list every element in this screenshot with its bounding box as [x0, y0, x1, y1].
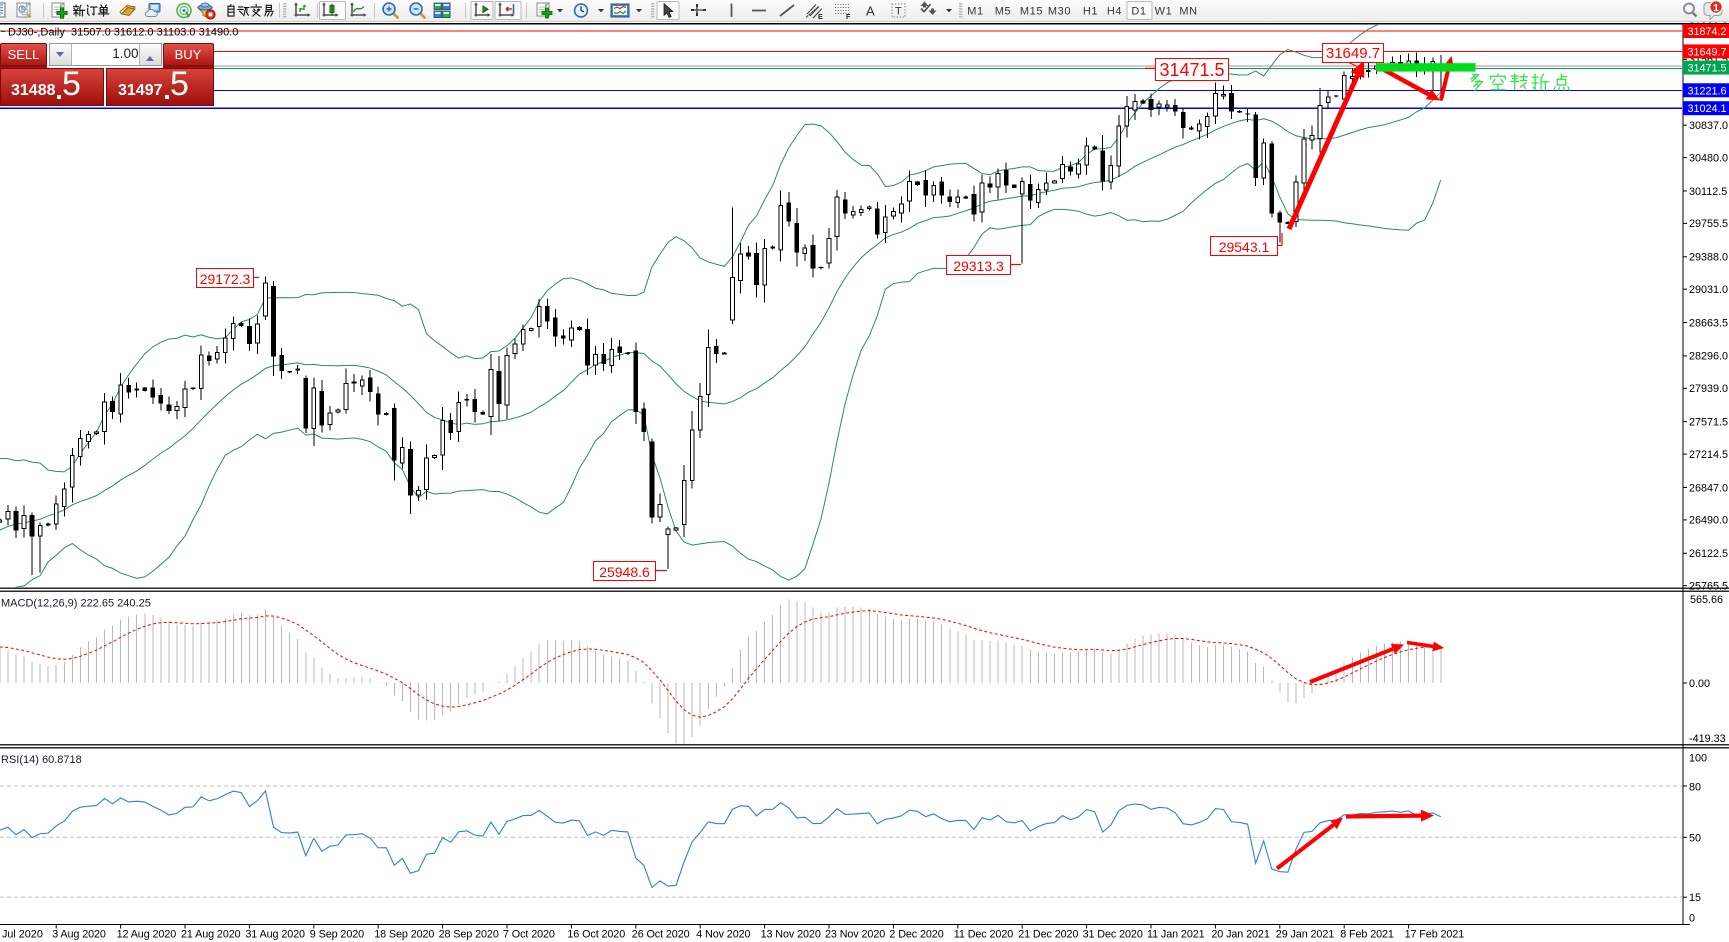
svg-text:31649.7: 31649.7	[1688, 46, 1727, 58]
svg-text:28663.5: 28663.5	[1689, 317, 1728, 329]
svg-text:15: 15	[1689, 892, 1701, 904]
svg-text:28296.0: 28296.0	[1689, 351, 1728, 363]
svg-text:2 Dec 2020: 2 Dec 2020	[889, 929, 943, 941]
svg-text:23 Nov 2020: 23 Nov 2020	[825, 929, 885, 941]
svg-text:DJ30-,Daily 31507.0 31612.0 3: DJ30-,Daily 31507.0 31612.0 31103.0 3149…	[8, 26, 238, 38]
svg-text:21 Dec 2020: 21 Dec 2020	[1018, 929, 1078, 941]
svg-text:27571.5: 27571.5	[1689, 417, 1728, 429]
svg-text:T: T	[895, 6, 902, 18]
svg-text:18 Sep 2020: 18 Sep 2020	[374, 929, 434, 941]
svg-text:9 Sep 2020: 9 Sep 2020	[310, 929, 364, 941]
svg-text:26 Oct 2020: 26 Oct 2020	[632, 929, 690, 941]
svg-text:11 Jan 2021: 11 Jan 2021	[1147, 929, 1205, 941]
svg-text:16 Oct 2020: 16 Oct 2020	[567, 929, 625, 941]
svg-text:29755.5: 29755.5	[1689, 218, 1728, 230]
svg-text:31471.5: 31471.5	[1688, 63, 1727, 75]
svg-text:31 Dec 2020: 31 Dec 2020	[1083, 929, 1143, 941]
svg-text:0: 0	[1689, 913, 1695, 925]
svg-text:30837.0: 30837.0	[1689, 120, 1728, 132]
svg-text:20 Jan 2021: 20 Jan 2021	[1211, 929, 1269, 941]
svg-text:H1: H1	[1083, 6, 1098, 18]
svg-text:31561.5: 31561.5	[1689, 54, 1728, 66]
svg-text:27939.0: 27939.0	[1689, 383, 1728, 395]
svg-text:RSI(14) 60.8718: RSI(14) 60.8718	[1, 754, 82, 766]
svg-text:MACD(12,26,9) 222.65 240.25: MACD(12,26,9) 222.65 240.25	[1, 597, 151, 609]
svg-text:28 Sep 2020: 28 Sep 2020	[439, 929, 499, 941]
svg-text:29 Jan 2021: 29 Jan 2021	[1276, 929, 1334, 941]
svg-text:1: 1	[1713, 2, 1719, 14]
svg-text:Jul 2020: Jul 2020	[2, 929, 43, 941]
svg-text:29031.0: 29031.0	[1689, 284, 1728, 296]
svg-text:F: F	[846, 14, 851, 21]
svg-text:A: A	[866, 4, 875, 19]
svg-text:31024.1: 31024.1	[1688, 103, 1727, 115]
svg-text:25765.5: 25765.5	[1689, 580, 1728, 592]
svg-text:30480.0: 30480.0	[1689, 152, 1728, 164]
svg-text:565.66: 565.66	[1690, 594, 1723, 606]
svg-text:M15: M15	[1020, 6, 1043, 18]
svg-text:M5: M5	[995, 6, 1011, 18]
svg-text:31221.6: 31221.6	[1688, 85, 1727, 97]
svg-text:31 Aug 2020: 31 Aug 2020	[245, 929, 305, 941]
svg-text:30112.5: 30112.5	[1689, 186, 1727, 198]
svg-text:26847.0: 26847.0	[1689, 482, 1728, 494]
svg-text:W1: W1	[1155, 6, 1173, 18]
svg-text:8 Feb 2021: 8 Feb 2021	[1340, 929, 1394, 941]
svg-text:M30: M30	[1048, 6, 1071, 18]
svg-text:26122.5: 26122.5	[1689, 548, 1728, 560]
svg-text:21 Aug 2020: 21 Aug 2020	[181, 929, 241, 941]
svg-text:D1: D1	[1131, 6, 1146, 18]
svg-text:0.00: 0.00	[1689, 678, 1710, 690]
svg-text:17 Feb 2021: 17 Feb 2021	[1405, 929, 1465, 941]
svg-text:26490.0: 26490.0	[1689, 515, 1728, 527]
svg-text:100: 100	[1689, 753, 1707, 765]
svg-text:13 Nov 2020: 13 Nov 2020	[761, 929, 821, 941]
svg-text:M1: M1	[967, 6, 983, 18]
svg-text:80: 80	[1689, 781, 1701, 793]
svg-text:31874.2: 31874.2	[1688, 26, 1727, 38]
svg-text:3 Aug 2020: 3 Aug 2020	[52, 929, 106, 941]
svg-text:12 Aug 2020: 12 Aug 2020	[117, 929, 177, 941]
svg-text:H4: H4	[1107, 6, 1122, 18]
svg-text:-419.33: -419.33	[1689, 733, 1726, 745]
svg-text:11 Dec 2020: 11 Dec 2020	[954, 929, 1013, 941]
svg-text:4 Nov 2020: 4 Nov 2020	[696, 929, 750, 941]
svg-text:27214.5: 27214.5	[1689, 449, 1728, 461]
svg-text:MN: MN	[1179, 6, 1197, 18]
svg-text:E: E	[818, 14, 823, 21]
svg-text:7 Oct 2020: 7 Oct 2020	[503, 929, 555, 941]
svg-text:50: 50	[1689, 832, 1701, 844]
svg-text:29388.0: 29388.0	[1689, 252, 1728, 264]
